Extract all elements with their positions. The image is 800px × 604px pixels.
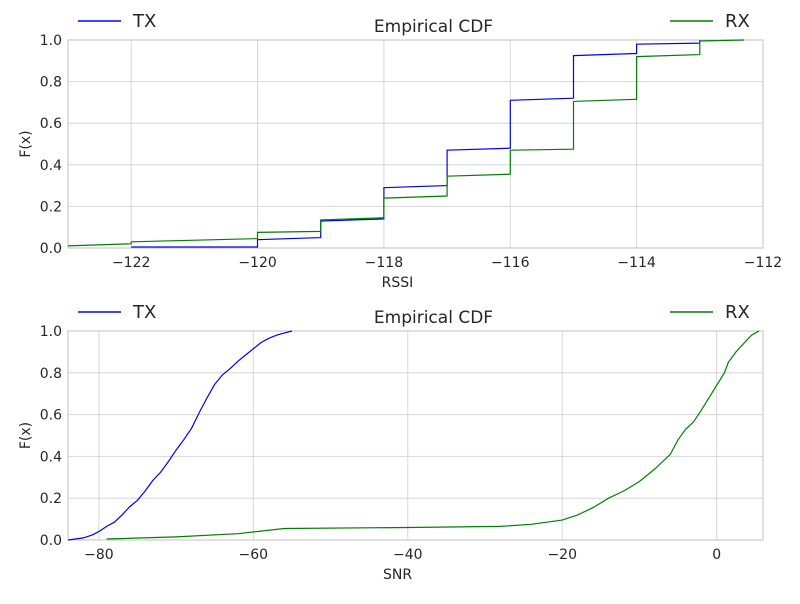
x-axis-label: RSSI bbox=[382, 275, 414, 291]
y-tick-label: 0.2 bbox=[40, 491, 62, 507]
chart-title: Empirical CDF bbox=[374, 17, 493, 37]
chart-title: Empirical CDF bbox=[374, 308, 493, 328]
y-tick-label: 0.8 bbox=[40, 366, 62, 382]
rssi-cdf-panel: −122 −120 −118 −116 −114 −112 0.0 0.2 0.4 0.6 0.8 1… bbox=[18, 11, 782, 291]
x-tick-label: −20 bbox=[547, 547, 577, 563]
y-tick-label: 0.6 bbox=[40, 408, 62, 424]
legend-label-tx: TX bbox=[132, 11, 156, 32]
series-line-tx bbox=[68, 330, 293, 541]
legend-label-tx: TX bbox=[132, 302, 156, 323]
y-tick-label: 0.0 bbox=[40, 241, 62, 257]
y-axis-label: F(x) bbox=[18, 130, 34, 157]
y-tick-label: 0.6 bbox=[40, 116, 62, 132]
x-tick-label: 0 bbox=[712, 547, 721, 563]
x-tick-label: −60 bbox=[239, 547, 269, 563]
y-tick-label: 0.4 bbox=[40, 158, 62, 174]
x-tick-label: −112 bbox=[744, 255, 782, 271]
x-tick-label: −80 bbox=[84, 547, 114, 563]
x-tick-label: −40 bbox=[393, 547, 423, 563]
series-line-tx bbox=[131, 40, 701, 248]
plot-frame bbox=[67, 330, 764, 541]
series-line-rx bbox=[106, 330, 760, 540]
x-tick-label: −118 bbox=[365, 255, 403, 271]
snr-cdf-panel: −80 −60 −40 −20 0 0.0 0.2 0.4 0.6 0.8 1.0 SNR F(x) Em… bbox=[18, 302, 764, 583]
x-tick-label: −122 bbox=[112, 255, 150, 271]
y-tick-label: 1.0 bbox=[40, 324, 62, 340]
legend-label-rx: RX bbox=[725, 302, 750, 323]
x-tick-label: −114 bbox=[617, 255, 656, 271]
x-axis-label: SNR bbox=[383, 567, 412, 583]
series-line-rx bbox=[68, 39, 745, 247]
legend-label-rx: RX bbox=[725, 11, 750, 32]
plot-frame bbox=[67, 39, 764, 249]
x-tick-label: −120 bbox=[238, 255, 276, 271]
y-axis-label: F(x) bbox=[18, 422, 34, 449]
x-tick-label: −116 bbox=[491, 255, 530, 271]
y-tick-label: 1.0 bbox=[40, 33, 62, 49]
y-tick-label: 0.4 bbox=[40, 449, 62, 465]
y-tick-label: 0.2 bbox=[40, 199, 62, 215]
y-tick-label: 0.8 bbox=[40, 75, 62, 91]
y-tick-label: 0.0 bbox=[40, 533, 62, 549]
